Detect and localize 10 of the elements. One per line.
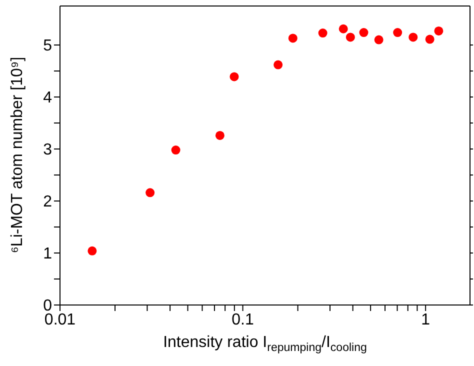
y-axis-title: ⁶Li-MOT atom number [10⁹] [9,56,26,254]
x-tick-label: 0.01 [44,311,76,328]
y-tick-label: 1 [43,246,52,263]
x-axis-title: Intensity ratio I$_{repumping}$/I$_{cooling}$ [163,334,367,354]
y-tick-label: 3 [43,142,52,159]
x-tick-label: 0.1 [232,311,254,328]
y-tick-label: 2 [43,194,52,211]
x-tick-label: 1 [421,311,430,328]
y-tick-label: 5 [43,38,52,55]
y-tick-label: 4 [43,90,52,107]
